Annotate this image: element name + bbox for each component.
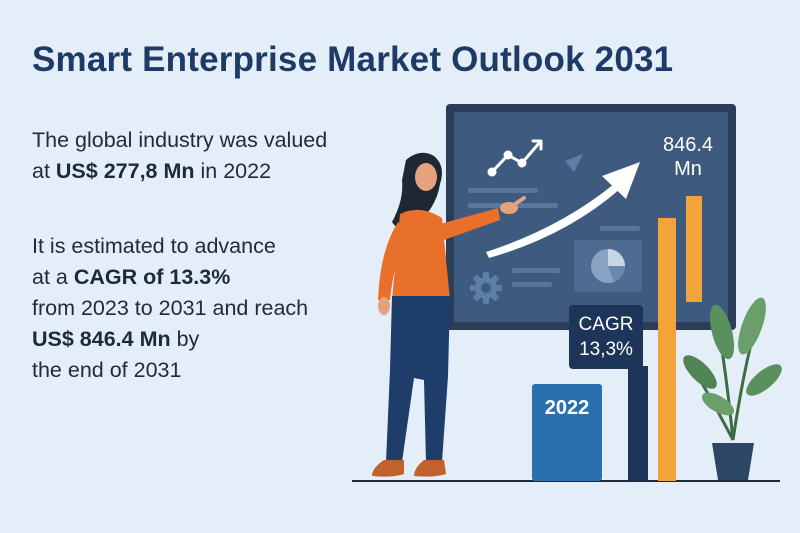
paper-plane-icon [565, 154, 583, 172]
cagr-label-value: 13,3% [579, 339, 633, 360]
forecast-line-4: US$ 846.4 Mn by [32, 327, 200, 351]
bar-orange-tall [658, 218, 676, 481]
bar-2022-label: 2022 [544, 397, 590, 419]
board-value-unit: Mn [674, 158, 702, 180]
valuation-line-2: at US$ 277,8 Mn in 2022 [32, 159, 272, 183]
plant-icon [683, 297, 782, 480]
valuation-paragraph: The global industry was valued at US$ 27… [32, 125, 392, 187]
pie-chart-icon [591, 249, 626, 283]
cagr-text: CAGR of 13.3% [73, 265, 231, 289]
forecast-amount: US$ 846.4 Mn [32, 327, 171, 351]
forecast-line-1: It is estimated to advance [32, 234, 276, 258]
presenter-figure [372, 152, 526, 477]
board-value-number: 846.4 [662, 134, 714, 156]
valuation-line-1: The global industry was valued [32, 128, 328, 152]
bar-orange-board [686, 196, 702, 302]
trend-line-icon [487, 139, 543, 177]
forecast-line-5: the end of 2031 [32, 358, 182, 382]
forecast-paragraph: It is estimated to advance at a CAGR of … [32, 231, 392, 386]
page-title: Smart Enterprise Market Outlook 2031 [32, 40, 674, 79]
cagr-label: CAGR 13,3% [569, 305, 643, 369]
growth-arrow-icon [486, 162, 640, 258]
valuation-amount: US$ 277,8 Mn [55, 159, 195, 183]
forecast-line-2: at a CAGR of 13.3% [32, 265, 231, 289]
gear-icon [470, 272, 502, 304]
forecast-line-3: from 2023 to 2031 and reach [32, 296, 309, 320]
bar-cagr [628, 366, 648, 481]
cagr-label-title: CAGR [578, 314, 634, 335]
board-value-label: 846.4 Mn [648, 133, 728, 181]
bar-2022 [532, 384, 602, 481]
